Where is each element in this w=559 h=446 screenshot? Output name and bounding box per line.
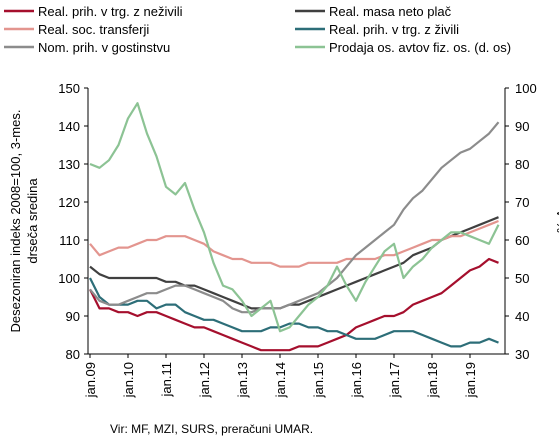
x-tick-label: jan.10 bbox=[121, 362, 136, 398]
y-tick-label: 130 bbox=[58, 157, 80, 172]
legend-label: Real. prih. v trg. z živili bbox=[329, 22, 459, 37]
series-line bbox=[89, 219, 499, 268]
x-tick-label: jan.12 bbox=[197, 362, 212, 398]
series-line bbox=[89, 121, 500, 314]
y-tick-label: 140 bbox=[58, 119, 80, 134]
series-line bbox=[89, 257, 499, 352]
x-tick-label: jan.14 bbox=[273, 362, 288, 398]
source: Vir: MF, MZI, SURS, preračuni UMAR. bbox=[110, 422, 313, 436]
x-tick-label: jan.18 bbox=[425, 362, 440, 398]
y-tick-label: 90 bbox=[66, 309, 80, 324]
x-tick-label: jan.13 bbox=[235, 362, 250, 398]
y2-tick-label: 100 bbox=[515, 81, 537, 96]
x-tick-label: jan.11 bbox=[159, 362, 174, 397]
y2-tick-label: 80 bbox=[515, 157, 529, 172]
y-tick-label: 120 bbox=[58, 195, 80, 210]
y-tick-label: 80 bbox=[66, 347, 80, 362]
y-label: Desezoniran indeks 2008=100, 3-mes. bbox=[8, 110, 23, 333]
y2-tick-label: 30 bbox=[515, 347, 529, 362]
y-tick-label: 150 bbox=[58, 81, 80, 96]
x-tick-label: jan.19 bbox=[463, 362, 478, 398]
legend-label: Real. masa neto plač bbox=[329, 4, 452, 19]
y2-tick-label: 90 bbox=[515, 119, 529, 134]
x-tick-label: jan.15 bbox=[311, 362, 326, 398]
legend-label: Real. prih. v trg. z neživili bbox=[38, 4, 183, 19]
y2-label: V % bbox=[554, 209, 559, 233]
y2-tick-label: 50 bbox=[515, 271, 529, 286]
x-tick-label: jan.16 bbox=[349, 362, 364, 398]
x-tick-label: jan.17 bbox=[387, 362, 402, 398]
series-line bbox=[89, 277, 499, 348]
y2-tick-label: 40 bbox=[515, 309, 529, 324]
legend-label: Nom. prih. v gostinstvu bbox=[38, 40, 170, 55]
x-tick-label: jan.09 bbox=[83, 362, 98, 398]
legend-label: Real. soc. transferji bbox=[38, 22, 149, 37]
y2-tick-label: 60 bbox=[515, 233, 529, 248]
y-tick-label: 110 bbox=[59, 233, 80, 248]
legend-label: Prodaja os. avtov fiz. os. (d. os) bbox=[329, 40, 511, 55]
y2-tick-label: 70 bbox=[515, 195, 529, 210]
y-tick-label: 100 bbox=[58, 271, 80, 286]
series-line bbox=[89, 102, 500, 333]
y-label: drseča sredina bbox=[25, 178, 40, 264]
